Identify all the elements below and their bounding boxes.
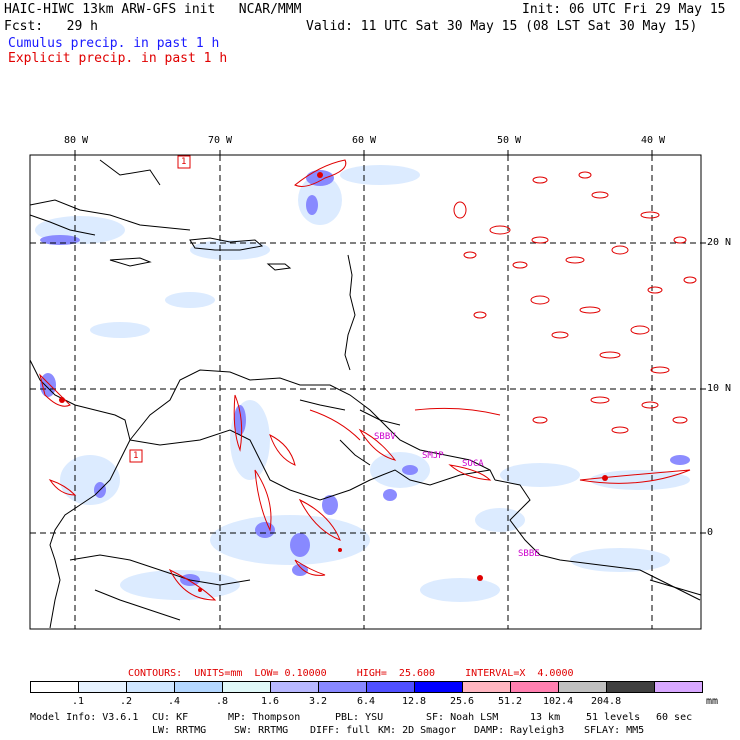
lon-label: 50 W [497,135,522,146]
colorbar-tick-label: 51.2 [498,696,523,707]
station-label: SBBV [374,432,396,442]
explicit-precip-dots [59,172,608,592]
colorbar-tick-label: 204.8 [591,696,622,707]
colorbar-tick-label: 3.2 [309,696,328,707]
colorbar-units: mm [706,696,719,707]
colorbar-tick-label: 25.6 [450,696,475,707]
colorbar-tick-label: 12.8 [402,696,427,707]
colorbar-tick-label: 102.4 [543,696,574,707]
colorbar-swatch [270,681,319,693]
footer-lw: LW: RRTMG [152,725,207,736]
footer-pbl: PBL: YSU [335,712,384,723]
tick-marks [74,150,706,534]
colorbar-tick-label: .1 [72,696,85,707]
cumulus-legend: Cumulus precip. in past 1 h [8,36,220,51]
colorbar-swatch [30,681,79,693]
colorbar-swatch [366,681,415,693]
footer-sflay: SFLAY: MM5 [584,725,645,736]
footer-cu: CU: KF [152,712,189,723]
colorbar-tick-label: 6.4 [357,696,376,707]
colorbar-swatch [558,681,607,693]
footer-damp: DAMP: Rayleigh3 [474,725,565,736]
colorbar-swatch [174,681,223,693]
footer-levels: 51 levels [586,712,641,723]
colorbar-swatch [510,681,559,693]
lat-label: 0 [707,527,714,538]
lon-label: 40 W [641,135,666,146]
contour-label-2: 1 [133,451,139,461]
colorbar-tick-label: .4 [168,696,181,707]
station-label: SBBE [518,549,540,559]
lat-label: 10 N [707,383,732,394]
explicit-precip-contours [39,159,691,601]
footer-sf: SF: Noah LSM [426,712,499,723]
colorbar-tick-label: 1.6 [261,696,280,707]
colorbar-swatch [318,681,367,693]
coastlines [29,159,702,629]
lon-label: 70 W [208,135,233,146]
title-line-1: HAIC-HIWC 13km ARW-GFS init NCAR/MMM [4,2,302,17]
colorbar-swatch [78,681,127,693]
footer-diff: DIFF: full [310,725,371,736]
footer-resolution: 13 km [530,712,561,723]
valid-time: Valid: 11 UTC Sat 30 May 15 (08 LST Sat … [306,19,698,34]
colorbar-swatch [222,681,271,693]
lat-label: 20 N [707,237,732,248]
footer-sw: SW: RRTMG [234,725,289,736]
colorbar-swatch [126,681,175,693]
colorbar-tick-label: .2 [120,696,133,707]
colorbar-tick-label: .8 [216,696,229,707]
lon-label: 60 W [352,135,377,146]
map-frame [29,154,702,630]
explicit-legend: Explicit precip. in past 1 h [8,51,228,66]
lon-label: 80 W [64,135,89,146]
colorbar-swatch [606,681,655,693]
colorbar-swatch [654,681,703,693]
lat-lon-grid [30,155,701,629]
contour-label-box-1 [177,155,191,169]
ocean-contour-rings [453,171,697,434]
colorbar-swatch [414,681,463,693]
station-label: SMJP [422,451,444,461]
contours-info: CONTOURS: UNITS=mm LOW= 0.10000 HIGH= 25… [128,668,574,679]
forecast-hour: Fcst: 29 h [4,19,98,34]
colorbar-swatch [462,681,511,693]
footer-model-version: Model Info: V3.6.1 [30,712,139,723]
station-label: SOCA [462,459,484,469]
footer-km: KM: 2D Smagor [378,725,457,736]
contour-label-box-2 [129,449,143,463]
footer-mp: MP: Thompson [228,712,301,723]
init-time: Init: 06 UTC Fri 29 May 15 [522,2,726,17]
footer-timestep: 60 sec [656,712,693,723]
contour-label-1: 1 [181,157,187,167]
